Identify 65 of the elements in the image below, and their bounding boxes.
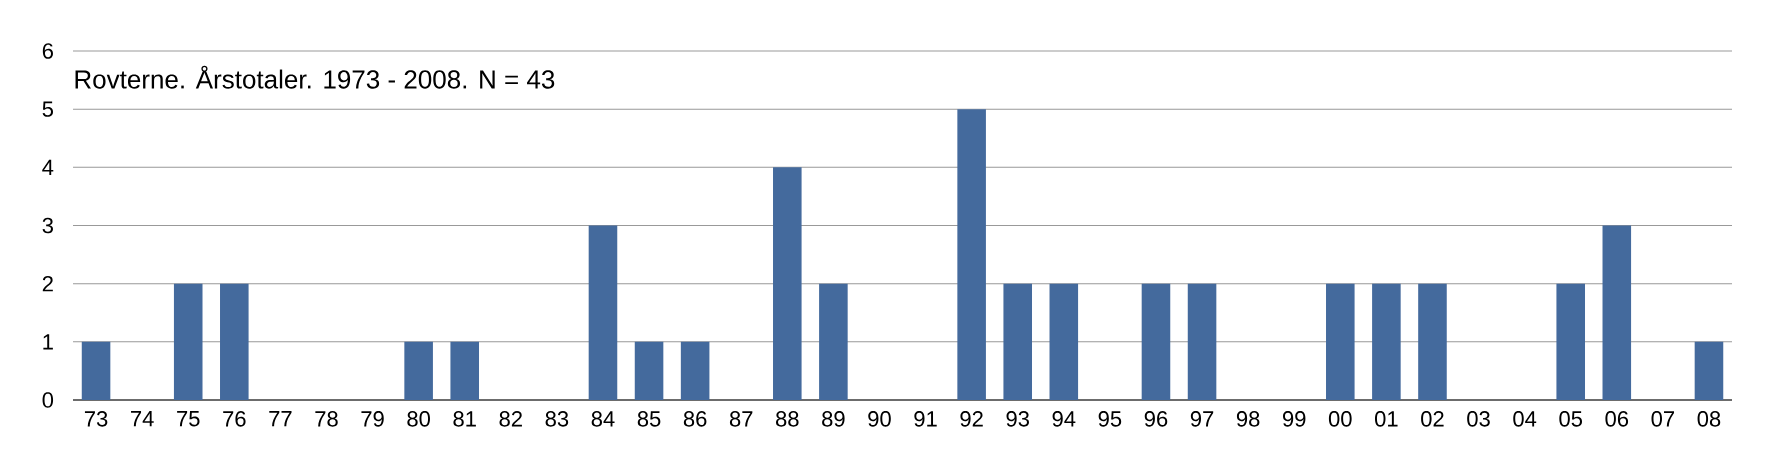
x-tick-label: 99 [1283, 411, 1306, 427]
x-tick-label: 73 [84, 411, 108, 427]
bar [1602, 225, 1632, 400]
x-tick-label: 85 [637, 411, 661, 427]
x-tick-label: 75 [177, 411, 200, 427]
bar [404, 341, 433, 400]
x-tick-label: 80 [407, 411, 430, 427]
y-tick-label: 4 [42, 159, 54, 175]
x-tick-label: 00 [1328, 411, 1352, 427]
x-tick-label: 04 [1513, 411, 1537, 427]
y-tick-label: 6 [42, 43, 53, 59]
text: Rovterne. Årstotaler. 1973 - 2008. N = 43 [75, 65, 555, 89]
bar [634, 341, 664, 400]
x-tick-label: 87 [729, 411, 753, 427]
bar [1372, 283, 1401, 400]
bar [1556, 283, 1585, 400]
y-tick-label: 5 [42, 101, 53, 117]
x-tick-label: 95 [1098, 411, 1122, 427]
x-tick-label: 82 [499, 411, 522, 427]
y-tick-label: 0 [42, 392, 54, 408]
bar [680, 341, 710, 400]
bar [1049, 283, 1079, 400]
x-tick-label: 96 [1144, 411, 1168, 427]
x-tick-label: 94 [1052, 411, 1076, 427]
x-tick-label: 89 [822, 411, 845, 427]
x-tick-label: 08 [1697, 411, 1721, 427]
bar [1694, 341, 1724, 400]
x-tick-label: 07 [1651, 411, 1675, 427]
x-tick-label: 83 [545, 411, 569, 427]
bar [1187, 283, 1217, 400]
x-tick-label: 03 [1467, 411, 1490, 427]
y-tick-label: 1 [43, 334, 53, 350]
bar [1418, 283, 1447, 400]
x-tick-label: 01 [1375, 411, 1398, 427]
x-tick-label: 79 [361, 411, 384, 427]
bar [1141, 283, 1171, 400]
x-tick-label: 92 [960, 411, 983, 427]
bar [81, 341, 111, 400]
x-tick-label: 91 [914, 411, 937, 427]
x-tick-label: 74 [131, 411, 154, 427]
bar [173, 283, 203, 400]
x-tick-label: 97 [1190, 411, 1214, 427]
bar [773, 167, 802, 400]
bar [957, 109, 986, 400]
x-tick-label: 06 [1605, 411, 1629, 427]
x-tick-label: 02 [1421, 411, 1444, 427]
bar [450, 341, 480, 400]
x-tick-label: 88 [776, 411, 799, 427]
x-tick-label: 81 [453, 411, 476, 427]
bar [819, 283, 848, 400]
x-tick-label: 93 [1006, 411, 1029, 427]
bar [220, 283, 249, 400]
y-tick-label: 3 [42, 217, 53, 234]
bar [1326, 283, 1355, 400]
x-tick-label: 76 [223, 411, 246, 427]
x-tick-label: 98 [1236, 411, 1260, 427]
x-tick-label: 05 [1559, 411, 1583, 427]
y-tick-label: 2 [42, 276, 53, 292]
x-tick-label: 90 [868, 411, 891, 427]
x-tick-label: 78 [315, 411, 338, 427]
bar [588, 225, 618, 400]
bar [1003, 283, 1033, 400]
x-tick-label: 77 [269, 411, 292, 427]
x-tick-label: 84 [591, 411, 615, 427]
x-tick-label: 86 [683, 411, 707, 427]
